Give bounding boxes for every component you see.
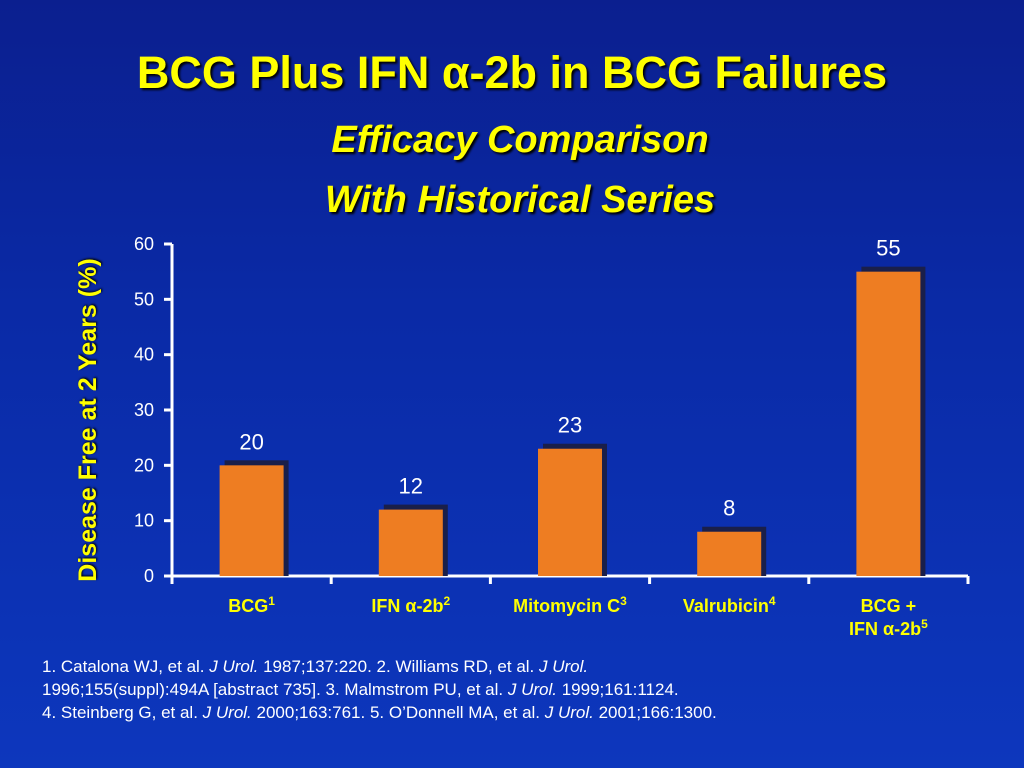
ref-journal: J Urol. xyxy=(539,657,589,676)
data-label: 8 xyxy=(723,496,735,521)
slide-subtitle-line1: Efficacy Comparison xyxy=(331,119,709,161)
slide-subtitle-line2: With Historical Series xyxy=(324,179,716,221)
data-label: 23 xyxy=(558,413,582,438)
category-label: BCG + IFN α-2b5 xyxy=(849,596,928,639)
category-label: Mitomycin C3 xyxy=(513,594,627,616)
category-label: Valrubicin4 xyxy=(683,594,776,616)
y-tick-label: 50 xyxy=(134,289,154,309)
reference-line-2: 1996;155(suppl):494A [abstract 735]. 3. … xyxy=(42,678,1002,701)
ref-journal: J Urol. xyxy=(202,703,252,722)
data-label: 12 xyxy=(399,474,423,499)
reference-line-3: 4. Steinberg G, et al. J Urol. 2000;163:… xyxy=(42,701,1002,724)
ref-text: 1996;155(suppl):494A [abstract 735]. 3. … xyxy=(42,680,508,699)
bar xyxy=(378,509,443,576)
bar xyxy=(219,465,284,576)
y-tick-label: 10 xyxy=(134,511,154,531)
y-tick-label: 40 xyxy=(134,345,154,365)
ref-journal: J Urol. xyxy=(544,703,594,722)
ref-text: 2001;166:1300. xyxy=(593,703,717,722)
slide-title: BCG Plus IFN α-2b in BCG Failures xyxy=(136,47,888,98)
category-label: BCG1 xyxy=(228,594,275,616)
ref-text: 2000;163:761. 5. O’Donnell MA, et al. xyxy=(251,703,545,722)
data-label: 55 xyxy=(876,236,900,261)
y-tick-label: 60 xyxy=(134,234,154,254)
bar xyxy=(538,448,602,576)
y-tick-label: 30 xyxy=(134,400,154,420)
data-label: 20 xyxy=(239,429,263,454)
y-tick-label: 0 xyxy=(144,566,154,586)
y-tick-label: 20 xyxy=(134,455,154,475)
bar xyxy=(697,531,762,576)
reference-line-1: 1. Catalona WJ, et al. J Urol. 1987;137:… xyxy=(42,655,1002,678)
ref-text: 1987;137:220. 2. Williams RD, et al. xyxy=(258,657,540,676)
bar xyxy=(856,271,921,576)
references: 1. Catalona WJ, et al. J Urol. 1987;137:… xyxy=(42,655,1002,724)
ref-journal: J Urol. xyxy=(507,680,557,699)
ref-text: 1999;161:1124. xyxy=(556,680,679,699)
ref-text: 1. Catalona WJ, et al. xyxy=(42,657,210,676)
ref-journal: J Urol. xyxy=(209,657,259,676)
category-label: IFN α-2b2 xyxy=(371,594,450,616)
ref-text: 4. Steinberg G, et al. xyxy=(42,703,203,722)
